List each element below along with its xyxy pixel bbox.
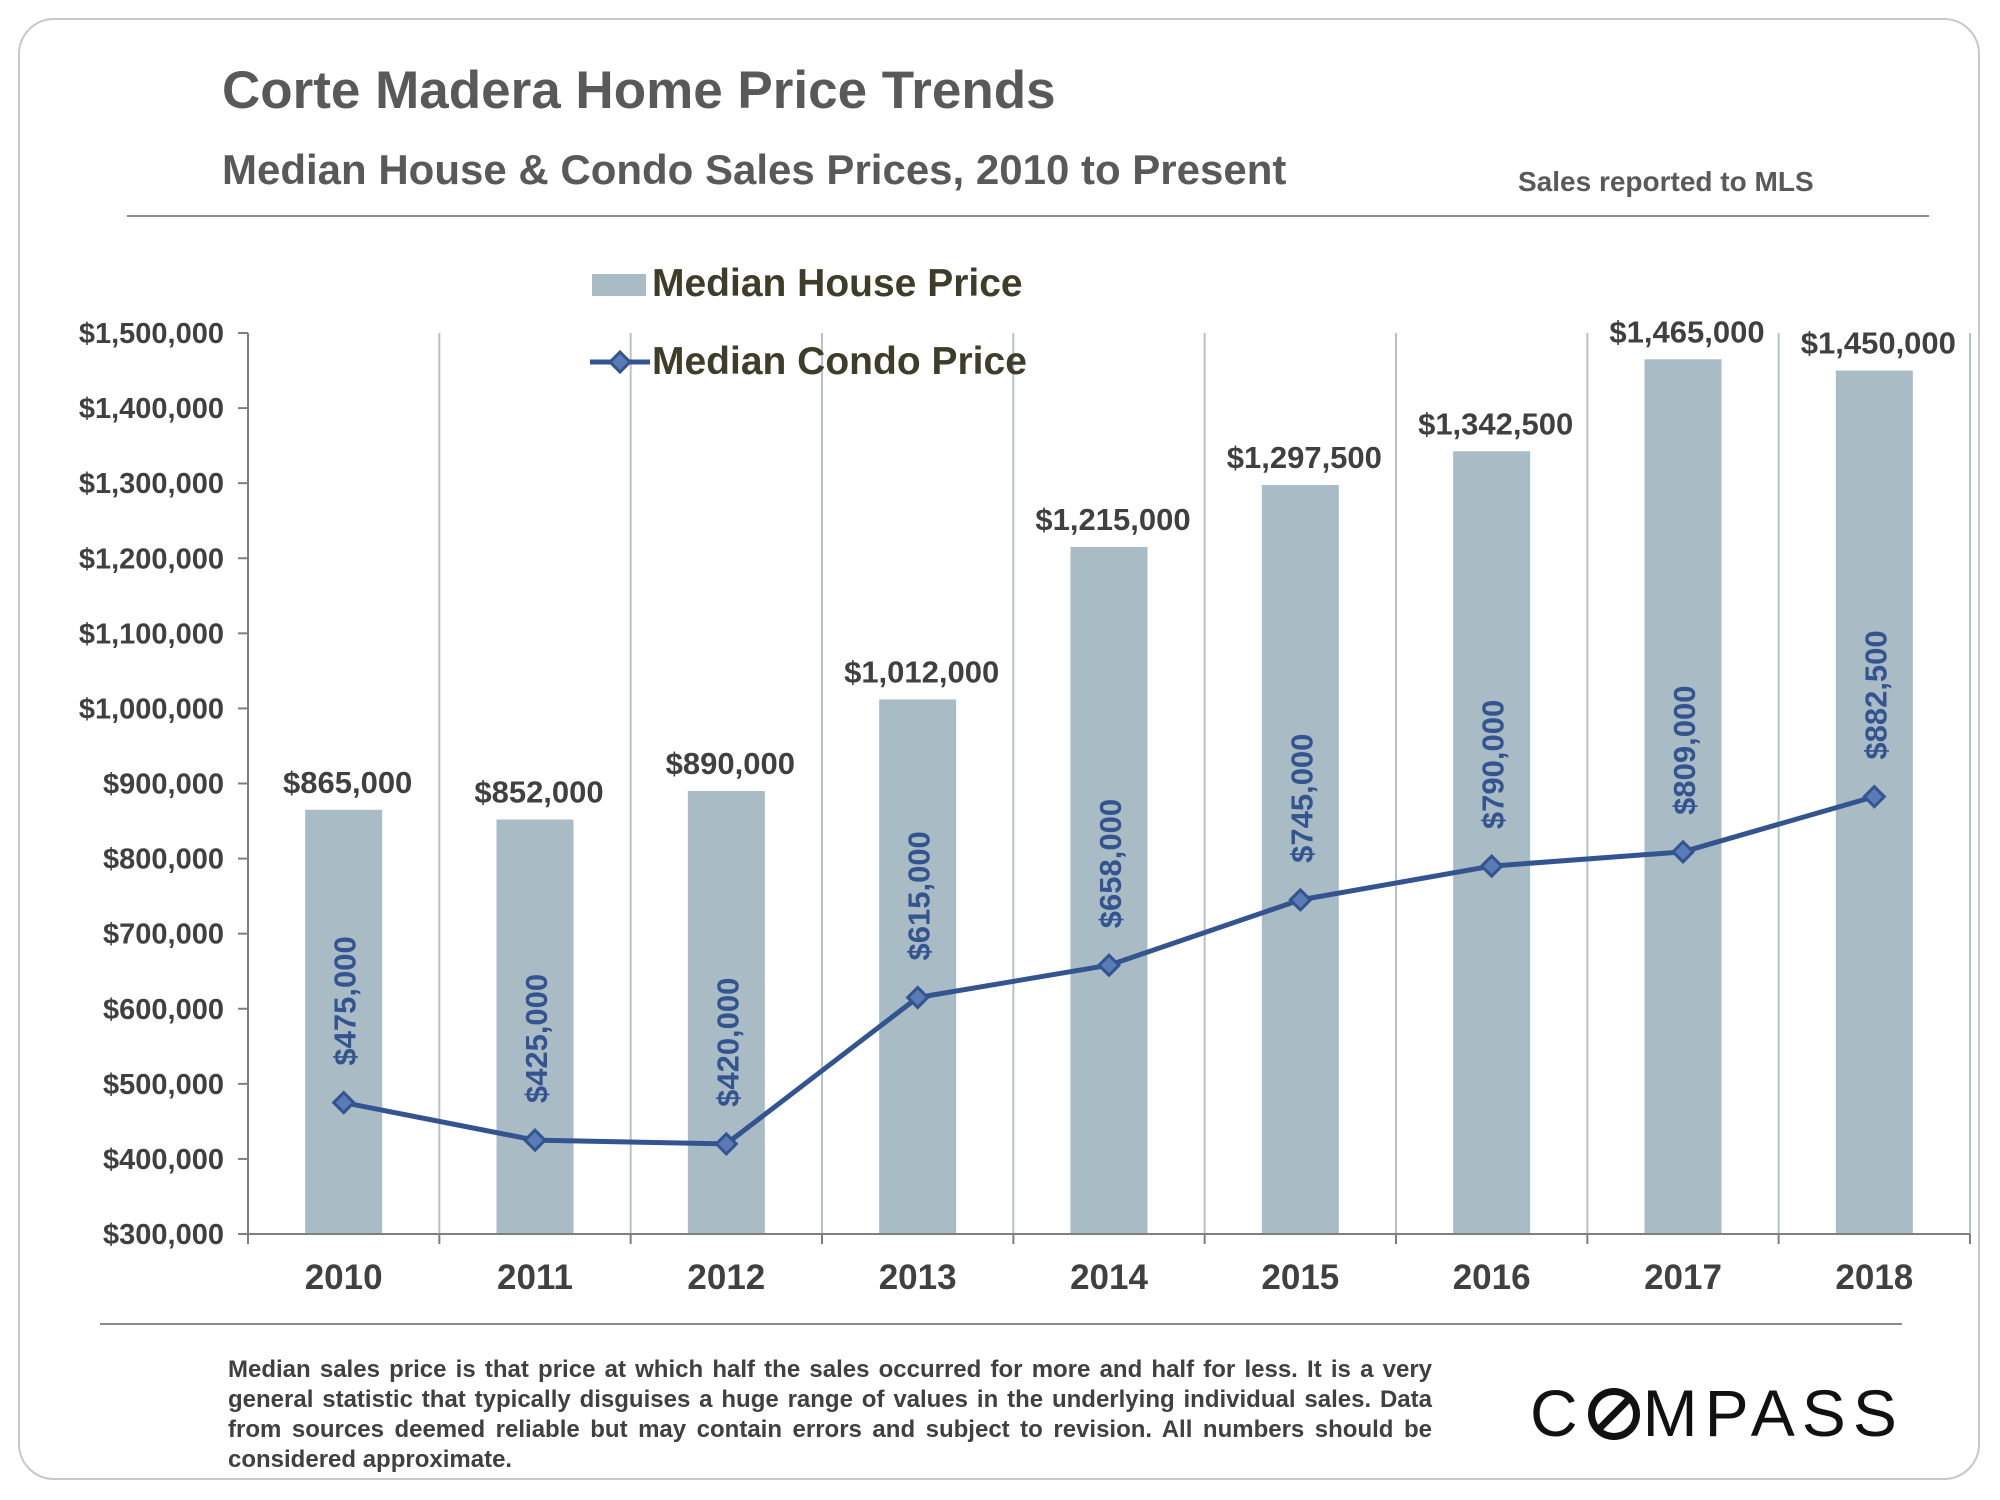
condo-price-label: $658,000 [1093, 799, 1128, 928]
condo-price-marker [1096, 953, 1122, 978]
y-tick-label: $1,000,000 [79, 693, 224, 725]
y-tick-label: $500,000 [103, 1069, 224, 1101]
y-tick-label: $700,000 [103, 919, 224, 951]
condo-price-marker [1288, 887, 1313, 913]
source-note: Sales reported to MLS [1518, 166, 1814, 197]
condo-price-label: $882,500 [1858, 630, 1893, 759]
footnote: Median sales price is that price at whic… [228, 1356, 1432, 1473]
legend-house-swatch [592, 274, 646, 296]
page-subtitle: Median House & Condo Sales Prices, 2010 … [222, 146, 1287, 193]
price-chart: $300,000 $400,000 $500,000 $600,000 $700,000… [79, 262, 1971, 1297]
x-tick-label: 2014 [1070, 1258, 1148, 1297]
y-tick-label: $1,100,000 [79, 618, 224, 650]
x-tick-label: 2015 [1261, 1258, 1339, 1297]
condo-price-marker [1670, 839, 1696, 864]
x-tick-label: 2017 [1644, 1258, 1722, 1297]
page-title: Corte Madera Home Price Trends [222, 61, 1056, 120]
house-price-label: $1,342,500 [1418, 406, 1573, 441]
house-price-label: $1,450,000 [1801, 326, 1956, 361]
footer-divider [100, 1323, 1902, 1325]
house-price-bar [1261, 485, 1339, 1234]
house-price-bar [879, 699, 957, 1234]
header-divider [127, 215, 1929, 217]
house-price-bar [305, 809, 383, 1234]
y-tick-label: $1,300,000 [79, 468, 224, 500]
legend-house-label: Median House Price [652, 262, 1023, 305]
x-tick-label: 2016 [1453, 1258, 1531, 1297]
y-tick-label: $900,000 [103, 769, 224, 801]
x-tick-label: 2018 [1835, 1258, 1913, 1297]
house-price-label: $865,000 [283, 765, 412, 800]
house-price-bar [1070, 546, 1148, 1234]
house-price-label: $1,012,000 [844, 654, 999, 689]
legend-condo-label: Median Condo Price [652, 340, 1027, 383]
condo-price-label: $745,000 [1284, 734, 1319, 863]
y-tick-label: $1,400,000 [79, 393, 224, 425]
condo-price-label: $809,000 [1667, 686, 1702, 815]
x-tick-label: 2010 [305, 1258, 383, 1297]
house-price-label: $1,465,000 [1609, 314, 1764, 349]
condo-price-label: $615,000 [902, 831, 937, 960]
y-tick-label: $1,200,000 [79, 543, 224, 575]
condo-price-marker [1479, 853, 1504, 879]
condo-price-marker [522, 1128, 548, 1153]
y-tick-label: $600,000 [103, 994, 224, 1026]
condo-price-label: $790,000 [1476, 700, 1511, 829]
y-tick-label: $300,000 [103, 1219, 224, 1251]
condo-price-marker [331, 1090, 356, 1115]
condo-price-label: $420,000 [710, 978, 745, 1107]
x-tick-label: 2011 [497, 1258, 573, 1297]
condo-price-marker [714, 1131, 739, 1157]
house-price-label: $852,000 [474, 775, 603, 810]
x-tick-label: 2012 [687, 1258, 765, 1297]
condo-price-label: $475,000 [328, 936, 363, 1065]
house-price-label: $1,215,000 [1035, 502, 1190, 537]
house-price-label: $890,000 [666, 746, 795, 781]
y-tick-label: $1,500,000 [79, 318, 224, 350]
house-price-bar [687, 791, 765, 1234]
condo-price-marker [905, 985, 930, 1010]
compass-logo: C MPASS [1530, 1375, 1904, 1451]
house-price-bar [1644, 359, 1722, 1234]
condo-price-marker [1862, 784, 1887, 809]
condo-price-label: $425,000 [519, 974, 554, 1103]
legend-condo-marker [607, 349, 633, 375]
x-tick-label: 2013 [879, 1258, 957, 1297]
y-tick-label: $800,000 [103, 844, 224, 876]
house-price-label: $1,297,500 [1227, 440, 1382, 475]
house-price-bar [496, 819, 574, 1234]
logo-text-rest: MPASS [1642, 1376, 1904, 1450]
y-tick-label: $400,000 [103, 1144, 224, 1176]
house-price-bar [1453, 451, 1531, 1235]
logo-text-c: C [1530, 1376, 1585, 1450]
logo-o-icon [1587, 1388, 1640, 1440]
